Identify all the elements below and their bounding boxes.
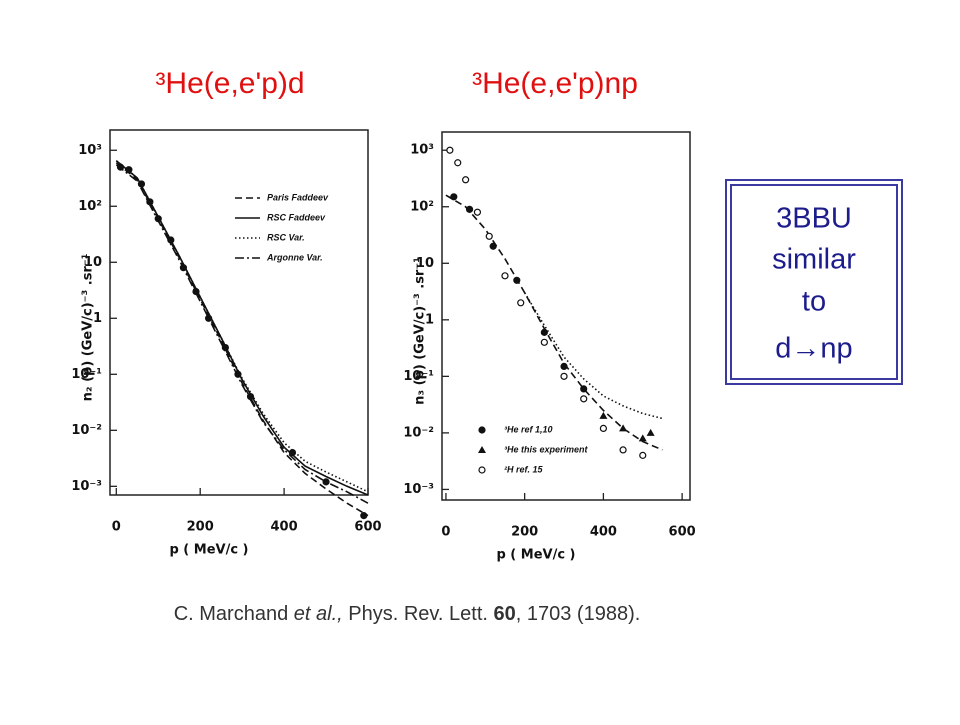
data-point bbox=[288, 449, 297, 457]
legend-label: ³He ref 1,10 bbox=[504, 424, 553, 434]
curve bbox=[524, 292, 663, 420]
citation-part: C. Marchand bbox=[174, 603, 294, 625]
data-point bbox=[599, 411, 608, 419]
x-tick-label: 200 bbox=[187, 520, 214, 535]
data-point bbox=[454, 159, 462, 167]
data-point bbox=[125, 166, 133, 174]
y-axis-label: n₃ (p) (GeV/c)⁻³ .sr⁻¹ bbox=[413, 257, 428, 405]
box-outer bbox=[725, 179, 903, 385]
y-tick-label: 10² bbox=[78, 199, 102, 214]
y-tick-label: 10² bbox=[410, 199, 434, 214]
box-inner bbox=[730, 184, 898, 380]
y-tick-label: 1 bbox=[93, 311, 102, 326]
citation-part: , 1703 (1988). bbox=[516, 603, 641, 625]
data-point bbox=[513, 276, 521, 284]
citation-part: Phys. Rev. Lett. bbox=[343, 603, 494, 625]
data-point bbox=[619, 446, 627, 454]
data-point bbox=[146, 198, 154, 206]
box-line: 3BBU bbox=[776, 203, 852, 235]
citation-part: et al., bbox=[294, 603, 343, 625]
data-point bbox=[638, 434, 647, 442]
plot-frame bbox=[441, 131, 691, 501]
y-tick-label: 10 bbox=[416, 256, 434, 271]
data-point bbox=[619, 424, 628, 432]
data-point bbox=[246, 392, 255, 401]
x-tick-label: 0 bbox=[441, 525, 450, 540]
y-axis-label: n₂ (p) (GeV/c)⁻³ .sr⁻¹ bbox=[81, 254, 96, 402]
data-point bbox=[501, 272, 509, 280]
data-point bbox=[639, 451, 647, 459]
y-tick-label: 10³ bbox=[410, 143, 434, 158]
data-point bbox=[580, 385, 588, 393]
y-tick-label: 10⁻³ bbox=[71, 479, 102, 494]
data-point bbox=[489, 242, 497, 250]
data-point bbox=[485, 232, 493, 240]
legend-marker bbox=[478, 466, 486, 474]
data-point bbox=[450, 193, 458, 201]
citation: C. Marchand et al., Phys. Rev. Lett. 60,… bbox=[174, 603, 641, 625]
data-point bbox=[360, 512, 368, 520]
data-point bbox=[154, 215, 162, 223]
y-tick-label: 10⁻² bbox=[403, 425, 434, 440]
curve bbox=[115, 160, 369, 493]
x-axis-label: p ( MeV/c ) bbox=[496, 548, 575, 563]
x-tick-label: 400 bbox=[590, 525, 617, 540]
legend-label: ³He this experiment bbox=[504, 444, 589, 454]
chart-title: ³He(e,e'p)d bbox=[155, 67, 304, 100]
legend-label: RSC Faddeev bbox=[267, 212, 326, 222]
data-point bbox=[540, 338, 548, 346]
curve bbox=[115, 162, 369, 517]
x-tick-label: 200 bbox=[511, 525, 538, 540]
legend-label: RSC Var. bbox=[267, 232, 305, 242]
x-tick-label: 400 bbox=[271, 520, 298, 535]
legend-label: Argonne Var. bbox=[266, 252, 323, 262]
data-point bbox=[599, 424, 607, 433]
box-line: to bbox=[802, 286, 826, 318]
data-point bbox=[167, 236, 175, 244]
x-tick-label: 600 bbox=[669, 525, 696, 540]
data-point bbox=[116, 163, 125, 171]
data-point bbox=[517, 299, 525, 307]
legend-marker bbox=[478, 446, 486, 453]
data-point bbox=[322, 478, 330, 486]
legend-marker bbox=[478, 426, 486, 434]
data-point bbox=[465, 205, 474, 213]
x-axis-label: p ( MeV/c ) bbox=[169, 543, 248, 558]
data-point bbox=[560, 372, 568, 380]
y-tick-label: 10³ bbox=[78, 143, 102, 158]
data-point bbox=[192, 287, 200, 296]
x-tick-label: 0 bbox=[112, 520, 121, 535]
plot-frame bbox=[109, 129, 369, 496]
data-point bbox=[204, 314, 213, 322]
x-tick-label: 600 bbox=[354, 520, 381, 535]
data-point bbox=[221, 343, 229, 352]
y-tick-label: 10⁻¹ bbox=[403, 369, 434, 384]
legend-label: Paris Faddeev bbox=[267, 192, 329, 202]
box-line: d→np bbox=[775, 333, 852, 365]
data-point bbox=[137, 180, 146, 188]
data-point bbox=[540, 328, 548, 336]
data-point bbox=[560, 362, 568, 370]
data-point bbox=[580, 395, 588, 403]
data-point bbox=[179, 264, 188, 272]
y-tick-label: 10⁻³ bbox=[403, 482, 434, 497]
data-point bbox=[446, 146, 454, 154]
data-point bbox=[234, 370, 242, 378]
box-line: similar bbox=[772, 244, 856, 276]
chart-title: ³He(e,e'p)np bbox=[472, 67, 638, 100]
curve bbox=[445, 194, 663, 451]
citation-part: 60 bbox=[494, 603, 516, 625]
curve bbox=[115, 160, 369, 496]
y-tick-label: 1 bbox=[425, 312, 434, 327]
data-point bbox=[473, 208, 482, 216]
y-tick-label: 10⁻¹ bbox=[71, 367, 102, 382]
y-tick-label: 10⁻² bbox=[71, 423, 102, 438]
data-point bbox=[646, 428, 655, 436]
legend-label: ²H ref. 15 bbox=[504, 464, 544, 474]
y-tick-label: 10 bbox=[84, 255, 102, 270]
data-point bbox=[462, 176, 470, 184]
curve bbox=[115, 164, 369, 504]
